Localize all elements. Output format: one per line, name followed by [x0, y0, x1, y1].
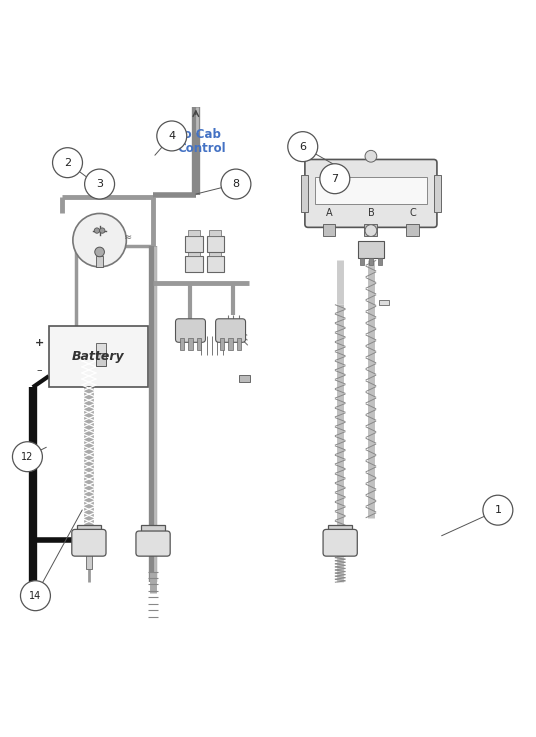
Bar — [220, 338, 224, 350]
FancyBboxPatch shape — [323, 529, 358, 556]
Text: 12: 12 — [21, 452, 34, 461]
Circle shape — [12, 441, 42, 472]
FancyBboxPatch shape — [136, 531, 170, 556]
Bar — [209, 250, 221, 256]
Circle shape — [20, 581, 50, 611]
Bar — [315, 177, 427, 204]
Text: B: B — [368, 209, 374, 218]
Circle shape — [100, 228, 105, 233]
Bar — [209, 229, 221, 236]
Text: 8: 8 — [233, 179, 240, 189]
Text: Battery: Battery — [72, 350, 124, 363]
Text: ≈: ≈ — [124, 232, 132, 242]
Circle shape — [483, 495, 513, 525]
Bar — [364, 224, 377, 236]
Bar — [77, 525, 101, 534]
Bar — [379, 300, 389, 305]
Circle shape — [365, 225, 377, 237]
Text: A: A — [326, 209, 332, 218]
Bar — [301, 175, 308, 212]
Bar — [358, 241, 384, 258]
FancyBboxPatch shape — [215, 319, 245, 342]
Circle shape — [94, 228, 100, 233]
Circle shape — [95, 247, 105, 256]
Bar — [188, 250, 200, 256]
Text: –: – — [36, 365, 42, 375]
Bar — [197, 338, 201, 350]
Text: 3: 3 — [96, 179, 103, 189]
Circle shape — [73, 214, 126, 267]
Text: 2: 2 — [64, 158, 71, 168]
Text: Control: Control — [177, 142, 226, 155]
Circle shape — [53, 147, 83, 178]
Bar — [329, 525, 352, 534]
Text: C: C — [410, 209, 416, 218]
Bar — [185, 256, 203, 272]
Bar — [206, 236, 224, 252]
Bar — [360, 258, 364, 265]
Bar — [239, 375, 250, 382]
FancyBboxPatch shape — [175, 319, 205, 342]
Text: 4: 4 — [168, 131, 175, 141]
Bar — [188, 338, 192, 350]
Bar — [185, 236, 203, 252]
Circle shape — [320, 164, 350, 194]
FancyBboxPatch shape — [72, 529, 106, 556]
Bar — [142, 525, 165, 534]
Text: 7: 7 — [331, 174, 338, 184]
Circle shape — [365, 150, 377, 162]
Bar — [406, 224, 419, 236]
Text: To Cab: To Cab — [177, 128, 221, 141]
Bar — [96, 343, 106, 354]
Bar — [188, 229, 200, 236]
Text: 14: 14 — [29, 591, 42, 601]
Bar — [86, 552, 92, 569]
Bar — [180, 338, 184, 350]
Bar — [323, 224, 336, 236]
Text: 6: 6 — [299, 142, 306, 152]
Bar — [206, 256, 224, 272]
FancyBboxPatch shape — [305, 159, 437, 227]
Bar — [378, 258, 382, 265]
Bar — [434, 175, 441, 212]
Bar — [49, 326, 148, 387]
Circle shape — [85, 169, 115, 199]
Text: +: + — [34, 338, 44, 348]
Circle shape — [157, 121, 187, 151]
Bar — [228, 338, 233, 350]
Text: 1: 1 — [494, 505, 501, 515]
Circle shape — [288, 132, 318, 161]
Bar — [369, 258, 373, 265]
Bar — [96, 256, 103, 267]
Bar — [96, 349, 106, 366]
Bar — [237, 338, 241, 350]
Circle shape — [221, 169, 251, 199]
